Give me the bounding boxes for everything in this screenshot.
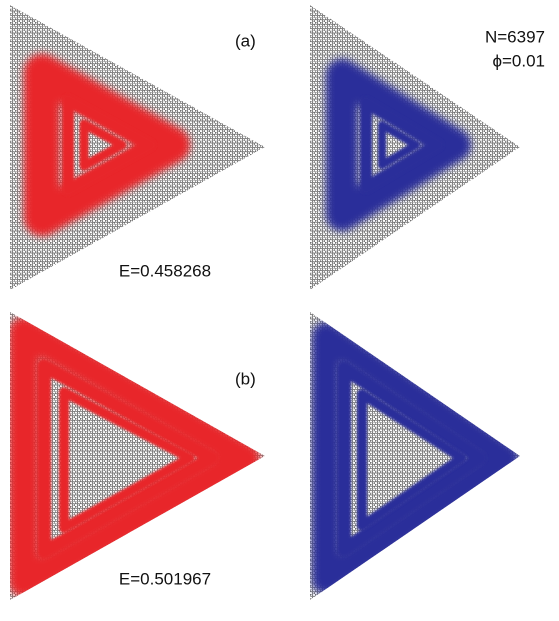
lattice-panel — [10, 312, 265, 600]
panel-label: (b) — [235, 369, 256, 388]
lattice-panel — [310, 5, 520, 290]
lattice-panel — [10, 5, 265, 290]
flux-label: ϕ=0.01 — [492, 51, 545, 70]
lattice-panel — [310, 312, 520, 600]
energy-label: E=0.501967 — [119, 569, 211, 588]
energy-label: E=0.458268 — [119, 261, 211, 280]
size-label: N=6397 — [485, 27, 545, 46]
panel-label: (a) — [235, 31, 256, 50]
